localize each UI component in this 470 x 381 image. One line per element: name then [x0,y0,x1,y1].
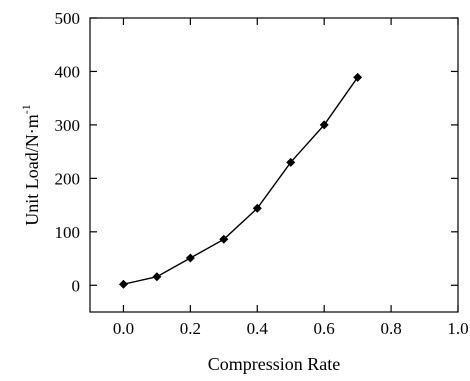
svg-text:Unit Load/N·m-1: Unit Load/N·m-1 [19,104,42,225]
data-point-marker [152,272,162,282]
data-point-marker [319,120,329,130]
data-point-marker [219,234,229,244]
data-point-marker [252,203,262,213]
y-tick-label: 500 [55,9,81,28]
ticks [90,17,459,312]
y-tick-label: 0 [72,276,81,295]
series-markers [118,72,363,289]
data-point-marker [118,279,128,289]
x-tick-label: 0.4 [247,319,269,338]
plot-frame [89,17,459,313]
data-point-marker [185,253,195,263]
y-tick-label: 200 [55,169,81,188]
y-tick-label: 300 [55,116,81,135]
x-tick-label: 0.8 [380,319,401,338]
series-line [123,76,359,285]
data-point-marker [353,72,363,82]
tick-labels: 0.0 0.2 0.4 0.6 0.8 1.0 0 100 200 300 400 500 [55,9,469,338]
x-tick-label: 1.0 [447,319,468,338]
y-tick-label: 400 [55,62,81,81]
x-axis-title: Compression Rate [208,354,341,374]
y-axis-title: Unit Load/N·m [22,114,42,225]
data-point-marker [286,157,296,167]
y-axis-title-group: Unit Load/N·m-1 [19,104,42,225]
y-tick-label: 100 [55,223,81,242]
x-tick-label: 0.6 [314,319,335,338]
x-tick-label: 0.2 [180,319,201,338]
y-axis-title-superscript: -1 [19,104,33,114]
x-tick-label: 0.0 [113,319,134,338]
